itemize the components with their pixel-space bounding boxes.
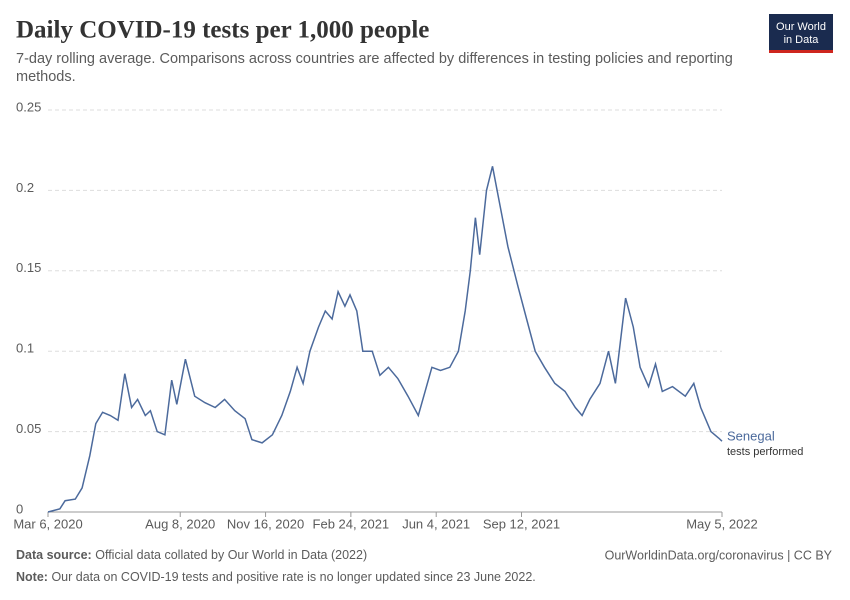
x-tick-label: Mar 6, 2020 [13,516,82,531]
source: Data source: Official data collated by O… [16,548,367,562]
logo-bar [769,50,833,53]
x-tick-label: Nov 16, 2020 [227,516,304,531]
x-tick-label: Aug 8, 2020 [145,516,215,531]
chart-title: Daily COVID-19 tests per 1,000 people [16,17,429,44]
y-tick-label: 0.1 [16,341,34,356]
subtitle-box: 7-day rolling average. Comparisons acros… [16,51,733,85]
y-tick-label: 0 [16,501,23,516]
line [47,166,723,513]
y-tick-label: 0.2 [16,180,34,195]
x-tick-label: May 5, 2022 [686,516,758,531]
x-tick-label: Jun 4, 2021 [402,516,470,531]
x-tick-label: Sep 12, 2021 [483,516,560,531]
source-text: Official data collated by Our World in D… [95,548,367,562]
series-label: Senegal [727,429,775,444]
logo-box [769,14,833,52]
logo[interactable]: Our World in Data [769,14,833,53]
source-label: Data source: [16,548,92,562]
note-text: Our data on COVID-19 tests and positive … [51,570,535,584]
note-label: Note: [16,570,48,584]
logo-text: Our World [776,21,826,33]
y-tick-label: 0.25 [16,99,41,114]
y-tick-label: 0.15 [16,260,41,275]
logo-text: in Data [784,34,820,46]
chart-subtitle: 7-day rolling average. Comparisons acros… [16,51,733,85]
y-tick-label: 0.05 [16,421,41,436]
series-annotation: tests performed [727,446,803,458]
note: Note: Our data on COVID-19 tests and pos… [16,570,536,584]
x-tick-label: Feb 24, 2021 [313,516,390,531]
credit[interactable]: OurWorldinData.org/coronavirus | CC BY [605,548,833,562]
